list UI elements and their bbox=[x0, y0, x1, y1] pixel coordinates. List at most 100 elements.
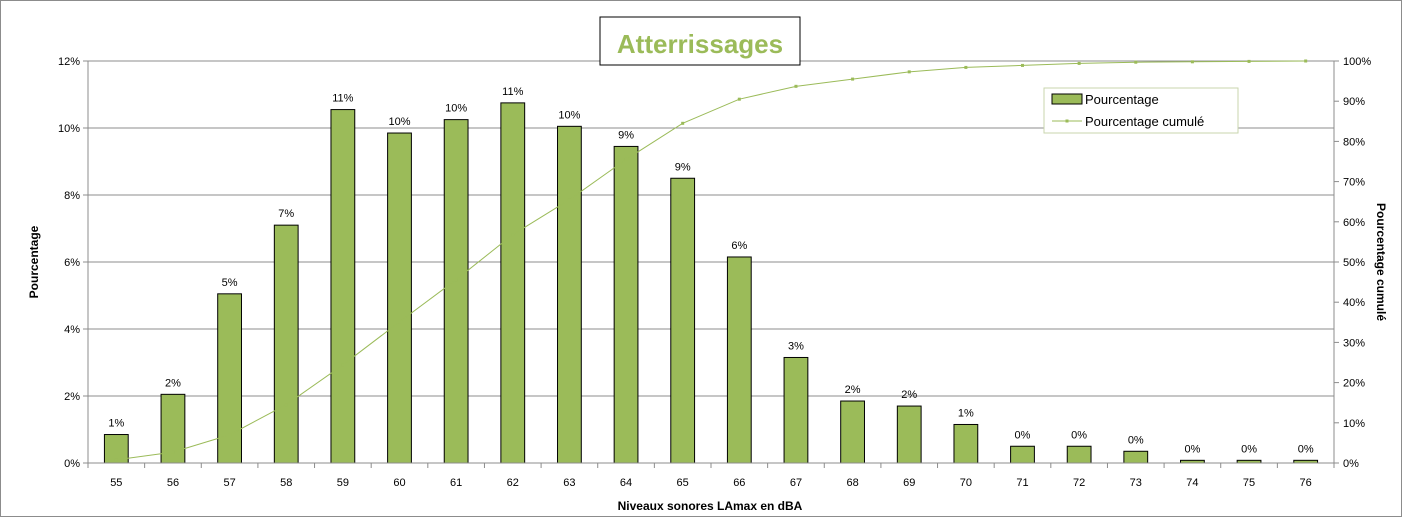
bar-data-label: 0% bbox=[1015, 429, 1031, 441]
x-tick-label: 73 bbox=[1130, 477, 1142, 489]
cumulative-point bbox=[907, 70, 911, 74]
axes: 0% 2% 4% 6% 8% 10% 12% 0% 10% 20% 30% 40% 50% 60% 70% 8… bbox=[58, 56, 1371, 489]
bar-data-label: 1% bbox=[108, 418, 124, 430]
x-tick-label: 75 bbox=[1243, 477, 1255, 489]
x-tick-label: 67 bbox=[790, 477, 802, 489]
y2-tick-label: 20% bbox=[1343, 378, 1365, 390]
bar-data-label: 5% bbox=[222, 277, 238, 289]
y2-tick-label: 50% bbox=[1343, 257, 1365, 269]
bar-data-label: 6% bbox=[731, 240, 747, 252]
bar-data-label: 10% bbox=[558, 109, 580, 121]
bar bbox=[500, 102, 526, 464]
cumulative-point bbox=[1134, 60, 1138, 64]
x-axis-title: Niveaux sonores LAmax en dBA bbox=[618, 499, 803, 513]
bar-data-label: 0% bbox=[1241, 443, 1257, 455]
x-tick-label: 65 bbox=[677, 477, 689, 489]
bar bbox=[953, 423, 979, 464]
y2-tick-label: 100% bbox=[1343, 56, 1371, 68]
bar bbox=[1010, 445, 1035, 464]
bar bbox=[783, 356, 809, 464]
cumulative-point bbox=[511, 233, 515, 237]
y2-tick-label: 30% bbox=[1343, 337, 1365, 349]
bar bbox=[726, 256, 752, 464]
cumulative-point bbox=[284, 403, 288, 407]
legend-bar-swatch bbox=[1051, 93, 1083, 105]
bar-data-label: 9% bbox=[618, 129, 634, 141]
cumulative-point bbox=[1021, 63, 1024, 67]
chart-title: Atterrissages bbox=[617, 29, 783, 59]
bar-data-label: 0% bbox=[1128, 434, 1144, 446]
x-tick-label: 64 bbox=[620, 477, 632, 489]
y-axis-title: Pourcentage bbox=[27, 225, 41, 298]
y2-tick-label: 40% bbox=[1343, 297, 1365, 309]
x-tick-label: 76 bbox=[1300, 477, 1312, 489]
cumulative-point bbox=[681, 121, 685, 125]
title-box bbox=[599, 16, 801, 66]
y-tick-label: 0% bbox=[64, 458, 80, 470]
cumulative-point bbox=[1190, 60, 1194, 64]
bar bbox=[670, 177, 696, 464]
y2-tick-label: 60% bbox=[1343, 217, 1365, 229]
bar bbox=[273, 224, 299, 464]
bar-data-label: 2% bbox=[901, 389, 917, 401]
bar bbox=[443, 119, 469, 464]
bar-data-label: 0% bbox=[1298, 443, 1314, 455]
legend-label-pourcentage: Pourcentage bbox=[1085, 92, 1159, 107]
legend-line-marker bbox=[1065, 119, 1069, 123]
bar bbox=[1066, 445, 1092, 464]
x-tick-label: 60 bbox=[393, 477, 405, 489]
bar-data-label: 0% bbox=[1184, 443, 1200, 455]
cumulative-point bbox=[454, 278, 458, 282]
cumulative-line bbox=[116, 60, 1306, 461]
y-tick-label: 2% bbox=[64, 391, 80, 403]
cumulative-point bbox=[624, 157, 628, 161]
y-tick-label: 8% bbox=[64, 190, 80, 202]
bar-data-label: 7% bbox=[278, 208, 294, 220]
bar-data-label: 10% bbox=[388, 116, 410, 128]
bar bbox=[840, 400, 865, 464]
y2-tick-label: 0% bbox=[1343, 458, 1359, 470]
bar-series bbox=[103, 102, 1319, 464]
x-tick-label: 69 bbox=[903, 477, 915, 489]
bar bbox=[387, 132, 412, 464]
legend-label-cumule: Pourcentage cumulé bbox=[1085, 114, 1204, 129]
y-tick-label: 4% bbox=[64, 324, 80, 336]
cumulative-point bbox=[794, 84, 798, 88]
cumulative-line-series bbox=[114, 59, 1308, 462]
y-tick-label: 12% bbox=[58, 56, 80, 68]
legend: Pourcentage Pourcentage cumulé bbox=[1043, 87, 1239, 134]
cumulative-point bbox=[1304, 59, 1308, 63]
x-tick-label: 56 bbox=[167, 477, 179, 489]
x-tick-label: 59 bbox=[337, 477, 349, 489]
bar-data-label: 0% bbox=[1071, 429, 1087, 441]
x-tick-label: 55 bbox=[110, 477, 122, 489]
x-tick-label: 66 bbox=[733, 477, 745, 489]
cumulative-point bbox=[228, 433, 232, 437]
x-tick-label: 71 bbox=[1016, 477, 1028, 489]
bar-data-label: 3% bbox=[788, 340, 804, 352]
bar-data-label: 2% bbox=[845, 384, 861, 396]
cumulative-point bbox=[567, 198, 571, 202]
y-tick-label: 6% bbox=[64, 257, 80, 269]
bar-data-label: 10% bbox=[445, 103, 467, 115]
bar bbox=[330, 109, 356, 464]
bar-data-label: 11% bbox=[332, 93, 353, 105]
bar-data-labels: 1% 2% 5% 7% 11% 10% 10% 11% 10% 9% 9% 6% 3% 2% 2% 1% 0% 0… bbox=[108, 86, 1313, 455]
y2-axis-title: Pourcentage cumulé bbox=[1374, 203, 1388, 321]
y2-tick-label: 70% bbox=[1343, 177, 1365, 189]
x-tick-label: 74 bbox=[1186, 477, 1198, 489]
y-tick-label: 10% bbox=[58, 123, 80, 135]
x-tick-label: 72 bbox=[1073, 477, 1085, 489]
x-tick-label: 62 bbox=[507, 477, 519, 489]
bar-data-label: 1% bbox=[958, 407, 974, 419]
cumulative-point bbox=[341, 363, 345, 367]
bar bbox=[1123, 450, 1149, 464]
cumulative-point bbox=[1247, 59, 1251, 63]
bar bbox=[613, 145, 639, 464]
x-tick-label: 68 bbox=[846, 477, 858, 489]
cumulative-point bbox=[398, 320, 401, 324]
y2-tick-label: 90% bbox=[1343, 96, 1365, 108]
x-tick-label: 61 bbox=[450, 477, 462, 489]
cumulative-point bbox=[737, 97, 741, 101]
